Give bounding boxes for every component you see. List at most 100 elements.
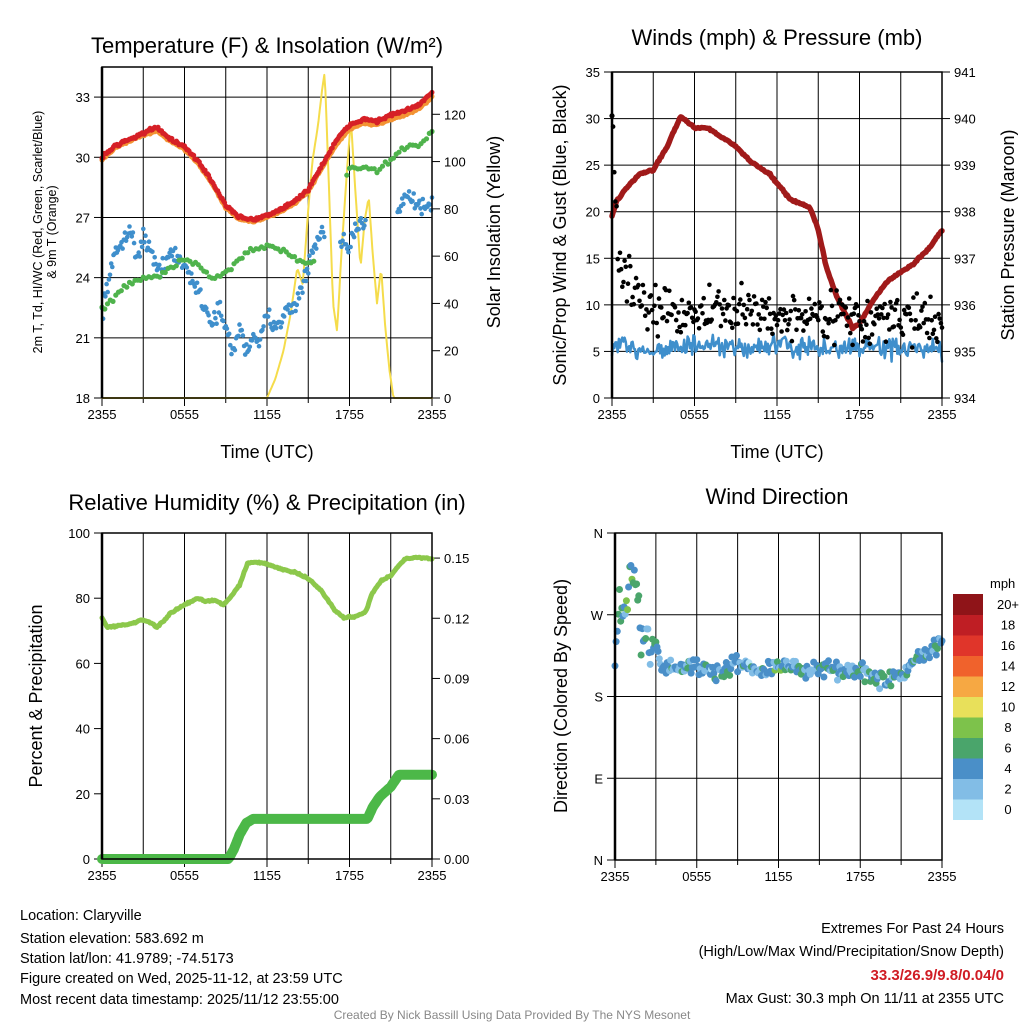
wind-gust-point — [882, 301, 887, 307]
direction-point — [667, 656, 675, 664]
direction-point — [934, 645, 941, 652]
wind-gust-point — [778, 306, 783, 312]
wind-xtick-label: 1155 — [763, 407, 791, 422]
direction-ytick-label: S — [594, 690, 603, 705]
temp-2m-point — [318, 165, 324, 171]
wind-chill-point — [314, 246, 319, 251]
wind-chill-point — [236, 333, 241, 339]
colorbar-swatch — [953, 737, 983, 759]
rh-y2tick-label: 0.09 — [444, 671, 469, 686]
colorbar-label: 8 — [1004, 720, 1011, 735]
wind-chill-point — [411, 191, 417, 196]
rh-plot: 0 20 40 60 80 100 0.00 0.03 0.06 0.09 0.12 0.15 2355… — [68, 526, 469, 883]
wind-chill-point — [339, 244, 344, 250]
wind-gust-point — [636, 282, 641, 288]
wind-gust-point — [653, 282, 658, 288]
wind-gust-point — [913, 318, 918, 323]
direction-y-label: Direction (Colored By Speed) — [551, 579, 571, 813]
wind-ytick-label: 5 — [593, 344, 600, 359]
wind-chill-point — [173, 245, 178, 251]
wind-gust-point — [758, 316, 764, 321]
wind-gust-point — [673, 317, 679, 323]
direction-point — [820, 673, 828, 681]
wind-xtick-label: 2355 — [928, 407, 957, 422]
wind-gust-point — [837, 297, 843, 303]
dewpoint-point — [162, 269, 168, 276]
wind-chill-point — [124, 234, 130, 240]
wind-gust-point — [726, 303, 732, 308]
wind-gust-point — [626, 253, 632, 259]
direction-xtick-label: 0555 — [682, 869, 711, 884]
colorbar-label: 0 — [1004, 802, 1011, 817]
temp-ytick-label: 18 — [76, 391, 90, 406]
temp-ytick-label: 33 — [76, 90, 90, 105]
wind-gust-point — [783, 310, 789, 316]
wind-chill-point — [406, 189, 412, 194]
wind-gust-point — [720, 311, 726, 317]
wind-gust-point — [689, 315, 695, 321]
wind-chill-point — [418, 206, 423, 211]
wind-gust-point — [793, 307, 798, 312]
wind-gust-point — [846, 296, 852, 301]
wind-chill-point — [129, 234, 135, 239]
wind-chill-point — [312, 242, 318, 247]
wind-gust-point — [936, 311, 941, 317]
wind-gust-point — [865, 298, 870, 304]
wind-chill-point — [296, 296, 302, 301]
temp-x-label: Time (UTC) — [220, 442, 313, 462]
direction-point — [693, 656, 701, 664]
extremes-title: Extremes For Past 24 Hours — [821, 921, 1004, 937]
rh-ytick-label: 20 — [76, 787, 90, 802]
wind-chill-point — [218, 313, 224, 319]
wind-gust-point — [907, 311, 913, 317]
wind-gust-point — [908, 318, 914, 323]
direction-point — [861, 678, 869, 686]
rh-y2tick-label: 0.00 — [444, 852, 469, 867]
wind-gust-point — [845, 315, 851, 320]
wind-chill-point — [229, 351, 234, 357]
direction-xtick-label: 1155 — [765, 869, 793, 884]
wind-chill-point — [214, 321, 219, 327]
colorbar-swatch — [953, 614, 983, 636]
wind-gust-point — [934, 336, 939, 341]
colorbar-label: 4 — [1004, 761, 1011, 776]
direction-point — [624, 606, 631, 614]
colorbar-label: 14 — [1001, 659, 1015, 674]
wind-gust-point — [615, 256, 620, 262]
wind-chill-point — [285, 307, 290, 312]
wind-chill-point — [343, 242, 349, 247]
wind-gust-point — [648, 293, 654, 298]
wind-gust-point — [859, 326, 865, 332]
direction-point — [655, 655, 663, 663]
wind-gust-point — [801, 328, 806, 333]
wind-gust-point — [895, 297, 900, 303]
wind-y2tick-label: 934 — [954, 391, 976, 406]
wind-chill-point — [152, 254, 157, 260]
wind-chill-point — [232, 347, 238, 353]
rh-ytick-label: 60 — [76, 656, 90, 671]
wind-chill-point — [142, 239, 147, 245]
colorbar-label: 2 — [1004, 782, 1011, 797]
wind-chill-point — [322, 234, 327, 240]
wind-chill-point — [320, 230, 326, 235]
wind-ytick-label: 35 — [586, 65, 600, 80]
wind-gust-point — [696, 326, 702, 331]
wind-gust-point — [789, 338, 795, 344]
wind-gust-point — [876, 316, 882, 321]
wind-chill-point — [138, 239, 144, 245]
wind-chill-point — [130, 230, 136, 235]
temp-xtick-label: 1755 — [335, 407, 364, 422]
wind-chill-point — [356, 226, 362, 232]
wind-chill-point — [228, 342, 233, 348]
wind-gust-point — [827, 316, 832, 322]
wind-gust-point — [906, 305, 912, 311]
wind-gust-point — [614, 204, 619, 209]
temp-y-label-line1: 2m T, Td, HI/WC (Red, Green, Scarlet/Blu… — [31, 111, 45, 354]
pressure-line — [609, 114, 945, 332]
wind-gust-point — [738, 297, 743, 302]
wind-gust-point — [901, 307, 907, 313]
wind-gust-point — [875, 312, 881, 317]
wind-gust-point — [851, 311, 857, 317]
wind-gust-point — [864, 322, 869, 328]
max-gust: Max Gust: 30.3 mph On 11/11 at 2355 UTC — [726, 991, 1004, 1007]
